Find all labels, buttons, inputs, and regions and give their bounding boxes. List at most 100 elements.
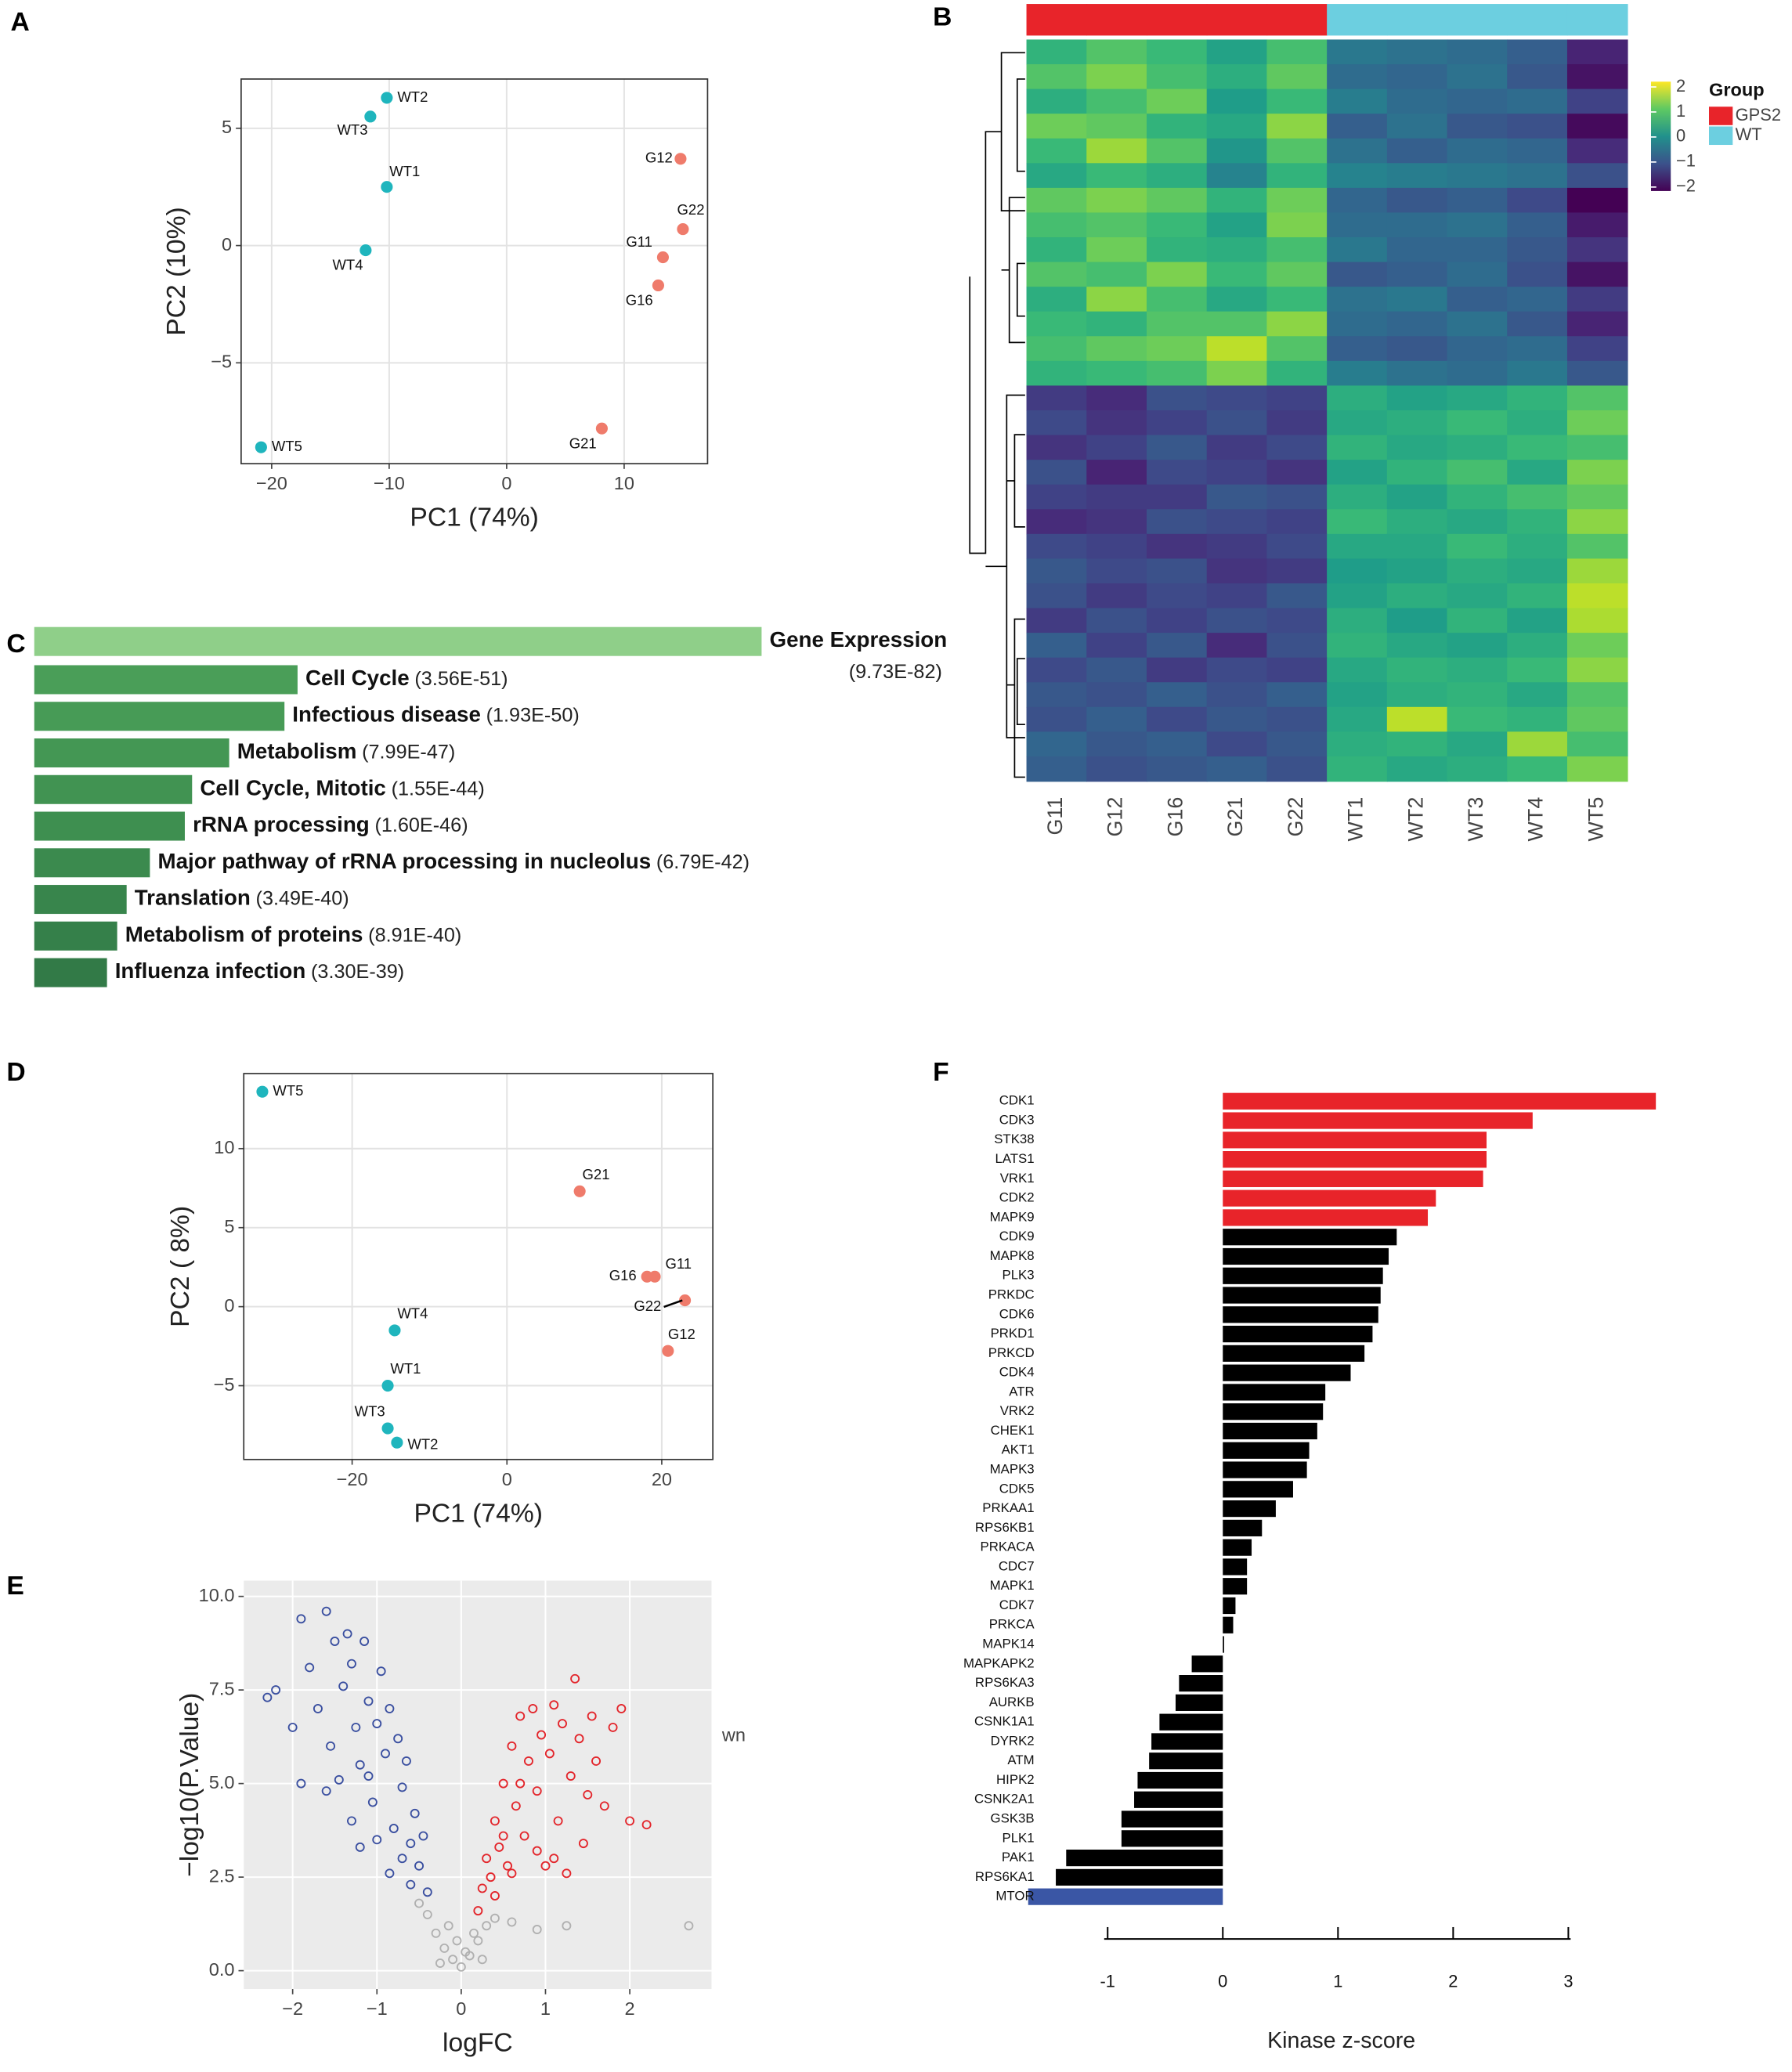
bar [1151, 1733, 1223, 1750]
p-value: (9.73E-82) [849, 661, 942, 683]
heatmap-cell [1566, 336, 1628, 362]
point [507, 1917, 517, 1927]
heatmap-cell [1327, 212, 1388, 238]
heatmap-cell [1507, 88, 1568, 115]
kinase-label: PRKACA [981, 1540, 1035, 1554]
heatmap-cell [1086, 39, 1147, 65]
point [477, 1955, 487, 1965]
point [537, 1730, 547, 1740]
heatmap-cell [1266, 385, 1328, 411]
heatmap-cell [1266, 212, 1328, 238]
heatmap-cell [1566, 163, 1628, 189]
heatmap-cell [1386, 212, 1448, 238]
heatmap-cell [1086, 558, 1147, 584]
heatmap-cell [1507, 435, 1568, 460]
heatmap-cell [1206, 336, 1268, 362]
heatmap-cell [1447, 39, 1508, 65]
heatmap-cell [1146, 706, 1208, 733]
heatmap-cell [1086, 509, 1147, 535]
point [591, 1756, 602, 1766]
bar [1223, 1247, 1389, 1265]
heatmap-cell [1447, 410, 1508, 436]
heatmap-cell [1386, 756, 1448, 782]
heatmap-cell [1327, 138, 1388, 164]
bar-label: Metabolism of proteins (8.91E-40) [125, 922, 462, 947]
panel-letter: F [933, 1058, 949, 1087]
heatmap-cell [1566, 731, 1628, 757]
heatmap-cell [1566, 756, 1628, 782]
heatmap-cell [1566, 187, 1628, 214]
heatmap-cell [1386, 287, 1448, 312]
group-annotation [1447, 4, 1508, 36]
point [338, 1681, 349, 1691]
bar [1223, 1500, 1276, 1518]
heatmap-cell [1026, 435, 1088, 460]
bar-label: rRNA processing (1.60E-46) [193, 812, 468, 836]
heatmap-cell [1266, 558, 1328, 584]
heatmap-cell [1266, 583, 1328, 609]
point [482, 1921, 492, 1931]
legend-label: WT [1736, 125, 1762, 144]
heatmap-cell [1206, 410, 1268, 436]
point [677, 223, 689, 236]
kinase-label: MAPK3 [990, 1461, 1035, 1476]
heatmap-cell [1447, 509, 1508, 535]
x-tick-label: 0 [1218, 1971, 1227, 1991]
kinase-label: STK38 [994, 1132, 1034, 1146]
point [364, 110, 377, 123]
kinase-label: ATR [1009, 1384, 1034, 1399]
bar [1149, 1753, 1223, 1770]
category-name: Gene Expression [769, 628, 947, 652]
bar [34, 665, 298, 695]
bar-label: Infectious disease (1.93E-50) [292, 702, 580, 727]
kinase-label: CDK4 [999, 1365, 1035, 1380]
heatmap-cell [1566, 435, 1628, 460]
kinase-label: CDK2 [999, 1190, 1035, 1205]
point [414, 1898, 425, 1908]
heatmap-cell [1266, 682, 1328, 708]
heatmap-cell [1507, 484, 1568, 511]
heatmap-cell [1386, 533, 1448, 560]
point [540, 1861, 551, 1871]
heatmap-cell [1266, 633, 1328, 659]
heatmap-cell [1447, 608, 1508, 634]
heatmap-cell [1026, 237, 1088, 263]
heatmap-cell [1026, 608, 1088, 634]
kinase-label: CDK3 [999, 1112, 1035, 1127]
bar [34, 885, 127, 915]
heatmap-cell [1447, 212, 1508, 238]
heatmap-cell [1086, 706, 1147, 733]
y-tick-label: −5 [211, 352, 232, 372]
bar-label: Metabolism (7.99E-47) [237, 739, 456, 763]
heatmap-cell [1026, 360, 1088, 387]
column-label: G11 [1043, 797, 1067, 836]
p-value: (8.91E-40) [368, 924, 461, 946]
kinase-label: AKT1 [1002, 1442, 1035, 1457]
heatmap-cell [1507, 336, 1568, 362]
x-tick-label: 2 [625, 1998, 635, 2019]
y-tick-label: 5.0 [209, 1772, 235, 1792]
kinase-label: PLK3 [1003, 1268, 1035, 1283]
bar [1223, 1151, 1487, 1168]
bar [34, 958, 107, 987]
heatmap-cell [1266, 460, 1328, 486]
point [684, 1921, 694, 1931]
heatmap-cell [1266, 608, 1328, 634]
bar [1223, 1209, 1429, 1226]
point-label: WT4 [397, 1305, 428, 1322]
heatmap-cell [1507, 360, 1568, 387]
y-tick-label: 7.5 [209, 1678, 235, 1698]
heatmap-cell [1026, 484, 1088, 511]
y-tick-label: 5 [222, 117, 232, 137]
y-tick-label: 0 [224, 1295, 234, 1316]
heatmap-cell [1266, 311, 1328, 338]
heatmap-cell [1447, 163, 1508, 189]
heatmap-cell [1086, 287, 1147, 312]
point [305, 1662, 315, 1673]
x-tick-label: 2 [1448, 1971, 1458, 1991]
heatmap-cell [1266, 706, 1328, 733]
heatmap-cell [1566, 682, 1628, 708]
bar [1175, 1694, 1223, 1711]
point-label: G16 [626, 292, 653, 309]
heatmap-cell [1206, 558, 1268, 584]
